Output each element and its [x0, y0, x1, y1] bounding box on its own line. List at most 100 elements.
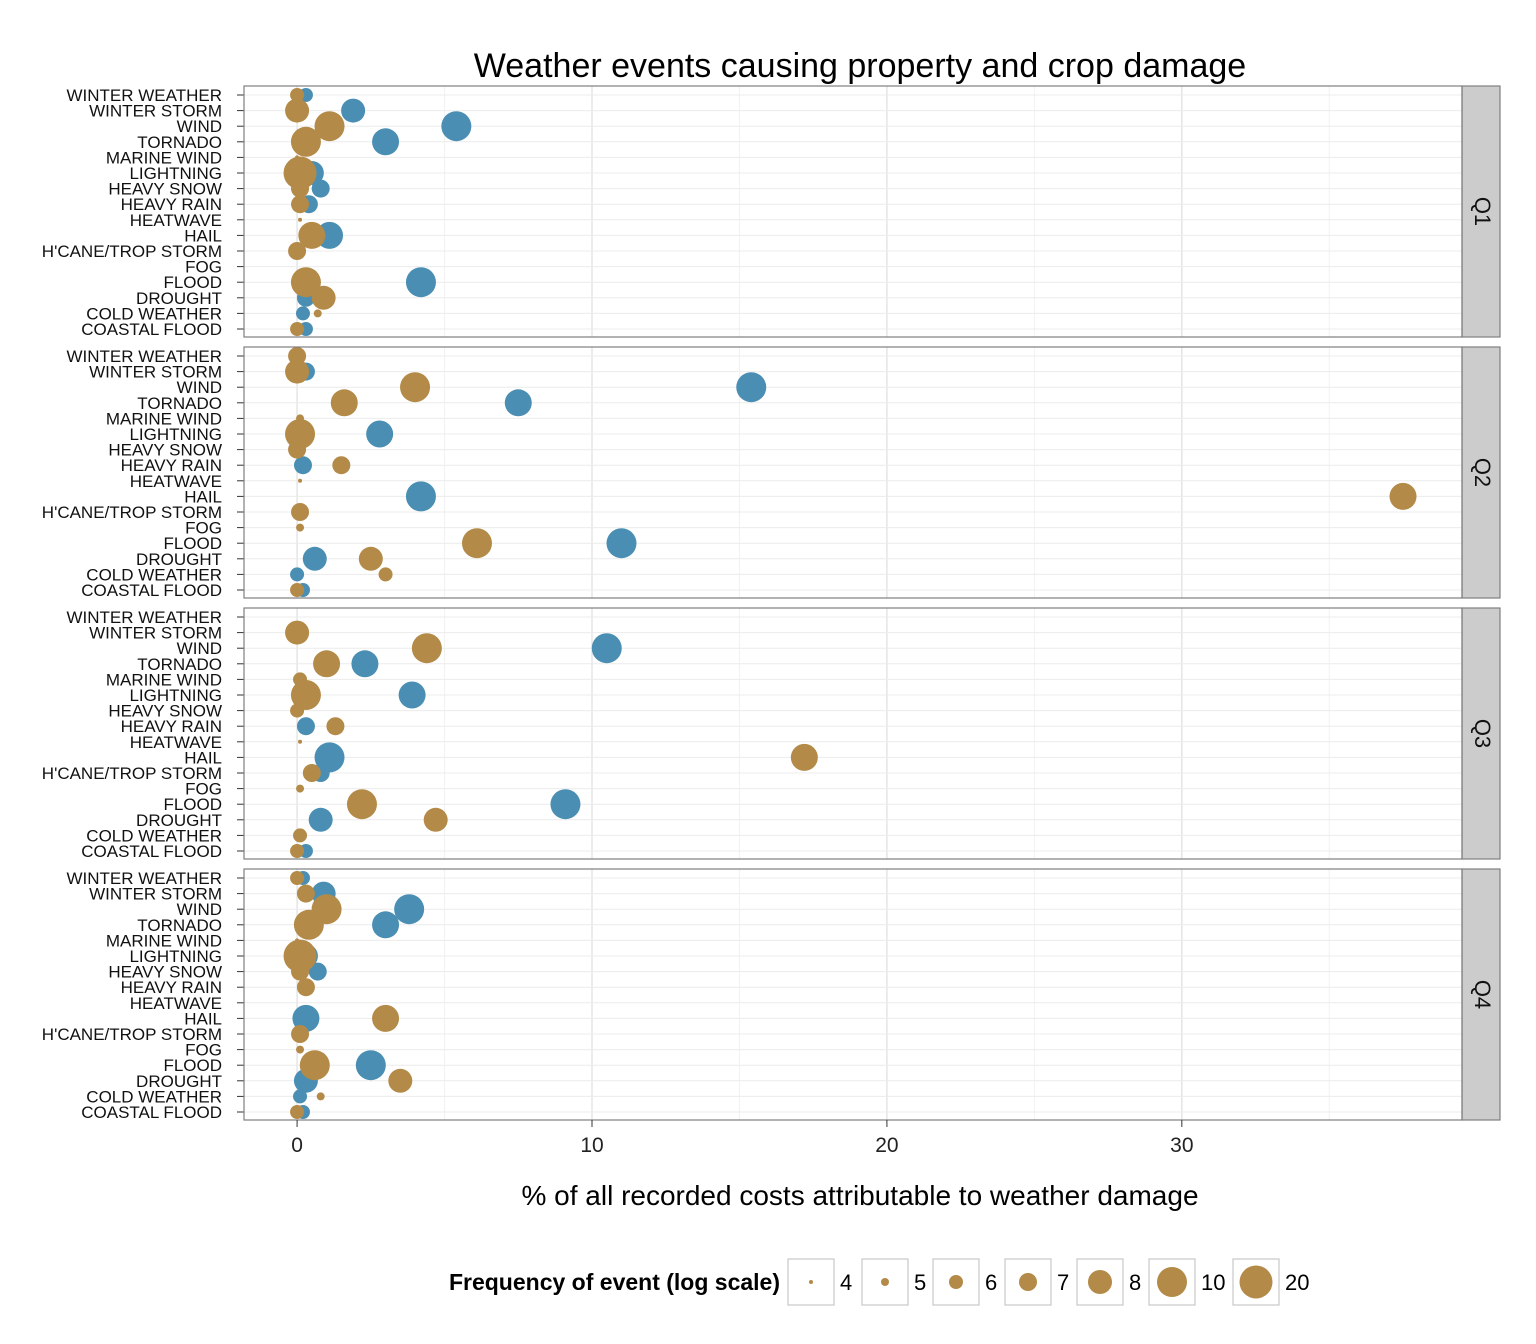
y-tick-label: HEAVY RAIN — [121, 717, 222, 736]
legend-label: 10 — [1201, 1270, 1225, 1295]
legend-key-8: 8 — [1076, 1258, 1141, 1306]
strip-border — [1461, 607, 1501, 860]
legend-key-symbol — [1088, 1270, 1112, 1294]
y-tick-label: WINTER STORM — [89, 885, 222, 904]
y-tick-label: LIGHTNING — [129, 947, 222, 966]
y-tick-label: HEATWAVE — [130, 733, 222, 752]
y-tick-label: DROUGHT — [136, 289, 222, 308]
facet-strip-label: Q1 — [1470, 197, 1495, 226]
legend-key-symbol — [809, 1280, 813, 1284]
point-gold — [290, 88, 305, 102]
x-tick-label: 30 — [1170, 1134, 1193, 1157]
point-gold — [298, 221, 326, 249]
y-tick-label: HEATWAVE — [130, 994, 222, 1013]
y-tick-label: WIND — [177, 639, 222, 658]
legend-label: 8 — [1129, 1270, 1141, 1295]
point-blue — [606, 528, 637, 559]
y-tick-label: COLD WEATHER — [86, 304, 222, 323]
point-blue — [308, 962, 327, 981]
facet-strip — [1462, 86, 1500, 337]
y-tick-label: DROUGHT — [136, 1072, 222, 1091]
point-blue — [366, 420, 394, 448]
y-tick-label: FOG — [185, 780, 222, 799]
y-tick-label: WINTER WEATHER — [66, 347, 222, 366]
y-tick-label: HAIL — [184, 748, 222, 767]
y-tick-label: COASTAL FLOOD — [81, 1103, 222, 1122]
strip-border — [1461, 85, 1501, 338]
strip-border — [1461, 346, 1501, 599]
point-blue — [398, 681, 426, 709]
point-gold — [296, 523, 305, 532]
y-tick-label: WINTER WEATHER — [66, 86, 222, 105]
y-tick-label: COASTAL FLOOD — [81, 320, 222, 339]
point-gold — [291, 195, 310, 214]
point-blue — [550, 789, 581, 820]
point-gold — [313, 309, 322, 318]
point-blue — [293, 456, 312, 475]
legend-title: Frequency of event (log scale) — [449, 1269, 780, 1295]
y-tick-label: HAIL — [184, 1009, 222, 1028]
point-gold — [290, 267, 321, 298]
x-tick-label: 20 — [875, 1134, 898, 1157]
point-gold — [1389, 482, 1417, 510]
panel-background — [244, 347, 1462, 598]
legend-key-20: 20 — [1232, 1258, 1309, 1306]
strip-border — [1461, 868, 1501, 1121]
facet-strip-label: Q3 — [1470, 719, 1495, 748]
point-gold — [299, 1050, 330, 1081]
legend-key-symbol — [881, 1278, 889, 1286]
y-tick-label: DROUGHT — [136, 811, 222, 830]
legend-label: 7 — [1057, 1270, 1069, 1295]
point-gold — [298, 217, 303, 222]
point-blue — [394, 894, 425, 925]
point-gold — [291, 179, 310, 198]
y-tick-label: TORNADO — [137, 133, 222, 152]
size-legend: Frequency of event (log scale) 4 5 6 7 8 10 20 — [449, 1258, 1309, 1306]
legend-key-7: 7 — [1004, 1258, 1069, 1306]
y-tick-label: LIGHTNING — [129, 425, 222, 444]
point-gold — [285, 620, 310, 645]
y-tick-label: H'CANE/TROP STORM — [42, 503, 222, 522]
y-tick-label: MARINE WIND — [106, 409, 222, 428]
x-tick-label: 10 — [580, 1134, 603, 1157]
y-tick-label: TORNADO — [137, 394, 222, 413]
point-gold — [296, 1045, 305, 1054]
point-gold — [291, 1025, 310, 1043]
point-blue — [308, 807, 333, 832]
y-tick-label: WINTER STORM — [89, 363, 222, 382]
y-tick-label: MARINE WIND — [106, 148, 222, 167]
legend-label: 5 — [914, 1270, 926, 1295]
chart-title: Weather events causing property and crop… — [474, 47, 1246, 85]
point-gold — [290, 583, 305, 597]
y-tick-label: WIND — [177, 378, 222, 397]
point-gold — [290, 844, 305, 858]
facet-strip — [1462, 347, 1500, 598]
y-tick-label: COASTAL FLOOD — [81, 842, 222, 861]
point-gold — [298, 478, 303, 483]
x-axis-label: % of all recorded costs attributable to … — [521, 1180, 1198, 1211]
point-blue — [405, 267, 436, 298]
y-tick-label: HAIL — [184, 226, 222, 245]
point-blue — [341, 98, 366, 123]
y-tick-label: HEAVY SNOW — [108, 963, 222, 982]
point-gold — [461, 528, 492, 559]
y-tick-label: WINTER WEATHER — [66, 869, 222, 888]
point-blue — [372, 128, 400, 156]
point-gold — [388, 1068, 413, 1093]
point-blue — [355, 1050, 386, 1081]
y-tick-label: HEATWAVE — [130, 211, 222, 230]
y-tick-label: H'CANE/TROP STORM — [42, 1025, 222, 1044]
legend-key-symbol — [1019, 1273, 1037, 1291]
point-blue — [504, 389, 532, 417]
y-tick-label: WIND — [177, 900, 222, 919]
y-tick-label: HEATWAVE — [130, 472, 222, 491]
y-tick-label: TORNADO — [137, 916, 222, 935]
y-tick-label: HAIL — [184, 487, 222, 506]
point-gold — [290, 680, 321, 710]
y-tick-label: HEAVY SNOW — [108, 180, 222, 199]
facet-strip-label: Q4 — [1470, 980, 1495, 1009]
